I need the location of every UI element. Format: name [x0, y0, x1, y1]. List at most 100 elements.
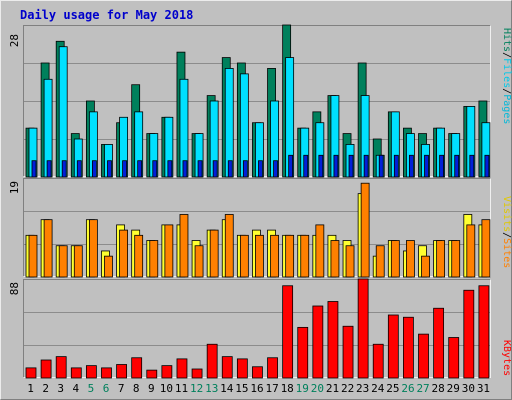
sites-bar [73, 245, 83, 278]
sites-bar [164, 224, 174, 278]
day-label: 17 [265, 382, 278, 395]
legend-visits: Visits [501, 196, 512, 232]
day-label: 19 [296, 382, 309, 395]
day-label: 2 [42, 382, 49, 395]
pages-bar [303, 154, 309, 178]
day-label: 14 [220, 382, 234, 395]
pages-bar [409, 154, 414, 178]
sites-bar [224, 214, 234, 278]
pages-bar [454, 154, 460, 178]
sites-bar [209, 229, 219, 278]
kbytes-bar [221, 356, 233, 379]
sites-bar [255, 234, 264, 278]
kbytes-bar [131, 357, 143, 379]
day-label: 3 [57, 382, 64, 395]
legend-hits: Hits [501, 28, 512, 52]
day-label: 15 [235, 382, 248, 395]
pages-bar [348, 154, 354, 178]
kbytes-bar [116, 364, 127, 379]
sites-bar [58, 245, 68, 278]
sites-bar [436, 240, 446, 278]
pages-bar [46, 160, 52, 178]
kbytes-bar [267, 357, 278, 379]
sites-bar [194, 245, 204, 278]
pages-bar [227, 160, 233, 178]
day-label: 30 [462, 382, 475, 395]
kbytes-panel-border-dark [23, 279, 491, 378]
pages-bar [31, 160, 37, 178]
pages-bar [439, 154, 445, 178]
kbytes-bar [357, 278, 369, 379]
day-label: 31 [477, 382, 490, 395]
kbytes-bar [463, 289, 475, 379]
day-label: 12 [190, 382, 203, 395]
day-label: 23 [356, 382, 369, 395]
sites-bar [375, 245, 385, 278]
sites-bar [285, 234, 295, 278]
pages-bar [288, 154, 294, 178]
sites-bar [88, 219, 98, 278]
sites-bar [300, 234, 310, 278]
day-label: 20 [311, 382, 324, 395]
kbytes-bar [55, 356, 67, 379]
sites-bar [119, 229, 128, 278]
legend-sites: Sites [501, 238, 512, 268]
pages-bar [484, 154, 490, 178]
hits-panel-border-dark [23, 25, 491, 177]
day-label: 5 [88, 382, 95, 395]
day-label: 24 [371, 382, 385, 395]
pages-bar [122, 160, 127, 178]
day-label: 11 [175, 382, 188, 395]
sites-bar [360, 182, 370, 278]
legend-pages: Pages [501, 94, 512, 124]
day-label: 6 [103, 382, 110, 395]
day-axis-labels: 1 2 3 4 5 6 7 8 9 10 11 12 13 14 15 16 17 18 19 20 21 22 23 24 2… [27, 382, 490, 395]
files-bar [58, 46, 68, 178]
kbytes-bar [161, 365, 173, 379]
hits-panel-legend: Hits/Files/Pages [501, 28, 512, 124]
kbytes-bar [372, 343, 384, 379]
day-label: 10 [160, 382, 173, 395]
pages-bar [137, 160, 143, 178]
kbytes-bar [85, 365, 97, 379]
day-label: 9 [148, 382, 155, 395]
pages-bar [424, 154, 429, 178]
kbytes-bar [433, 307, 445, 379]
hits-panel-max-label: 28 [8, 34, 21, 47]
day-label: 29 [447, 382, 460, 395]
day-label: 13 [205, 382, 218, 395]
kbytes-bar [448, 337, 460, 379]
legend-sep-3: / [501, 232, 512, 238]
pages-bar [76, 160, 82, 178]
kbytes-bar [40, 359, 52, 379]
sites-bar [390, 240, 400, 278]
day-label: 7 [118, 382, 125, 395]
kbytes-bar [176, 358, 188, 379]
day-label: 26 [401, 382, 414, 395]
pages-bar [258, 160, 263, 178]
sites-bar [104, 255, 113, 278]
kbytes-bar [25, 367, 37, 379]
sites-bar [43, 219, 53, 278]
kbytes-bar [191, 368, 203, 379]
legend-kbytes: KBytes [501, 340, 512, 376]
legend-files: Files [501, 58, 512, 88]
kbytes-bar [70, 367, 82, 379]
visits-panel-max-label: 19 [8, 181, 21, 194]
kbytes-bar [478, 285, 490, 379]
kbytes-bar [418, 333, 429, 379]
day-label: 8 [133, 382, 140, 395]
kbytes-bar [297, 326, 309, 379]
kbytes-bar [327, 301, 339, 379]
kbytes-bar [342, 325, 354, 379]
pages-bar [107, 160, 112, 178]
kbytes-bar [403, 316, 414, 379]
kbytes-panel-max-label: 88 [8, 282, 21, 295]
kbytes-bar [146, 369, 158, 379]
visits-sites-panel [23, 178, 491, 278]
day-label: 1 [27, 382, 34, 395]
pages-bar [363, 154, 369, 178]
day-label: 22 [341, 382, 354, 395]
visits-panel-border-dark [23, 178, 491, 277]
sites-bar [239, 234, 249, 278]
